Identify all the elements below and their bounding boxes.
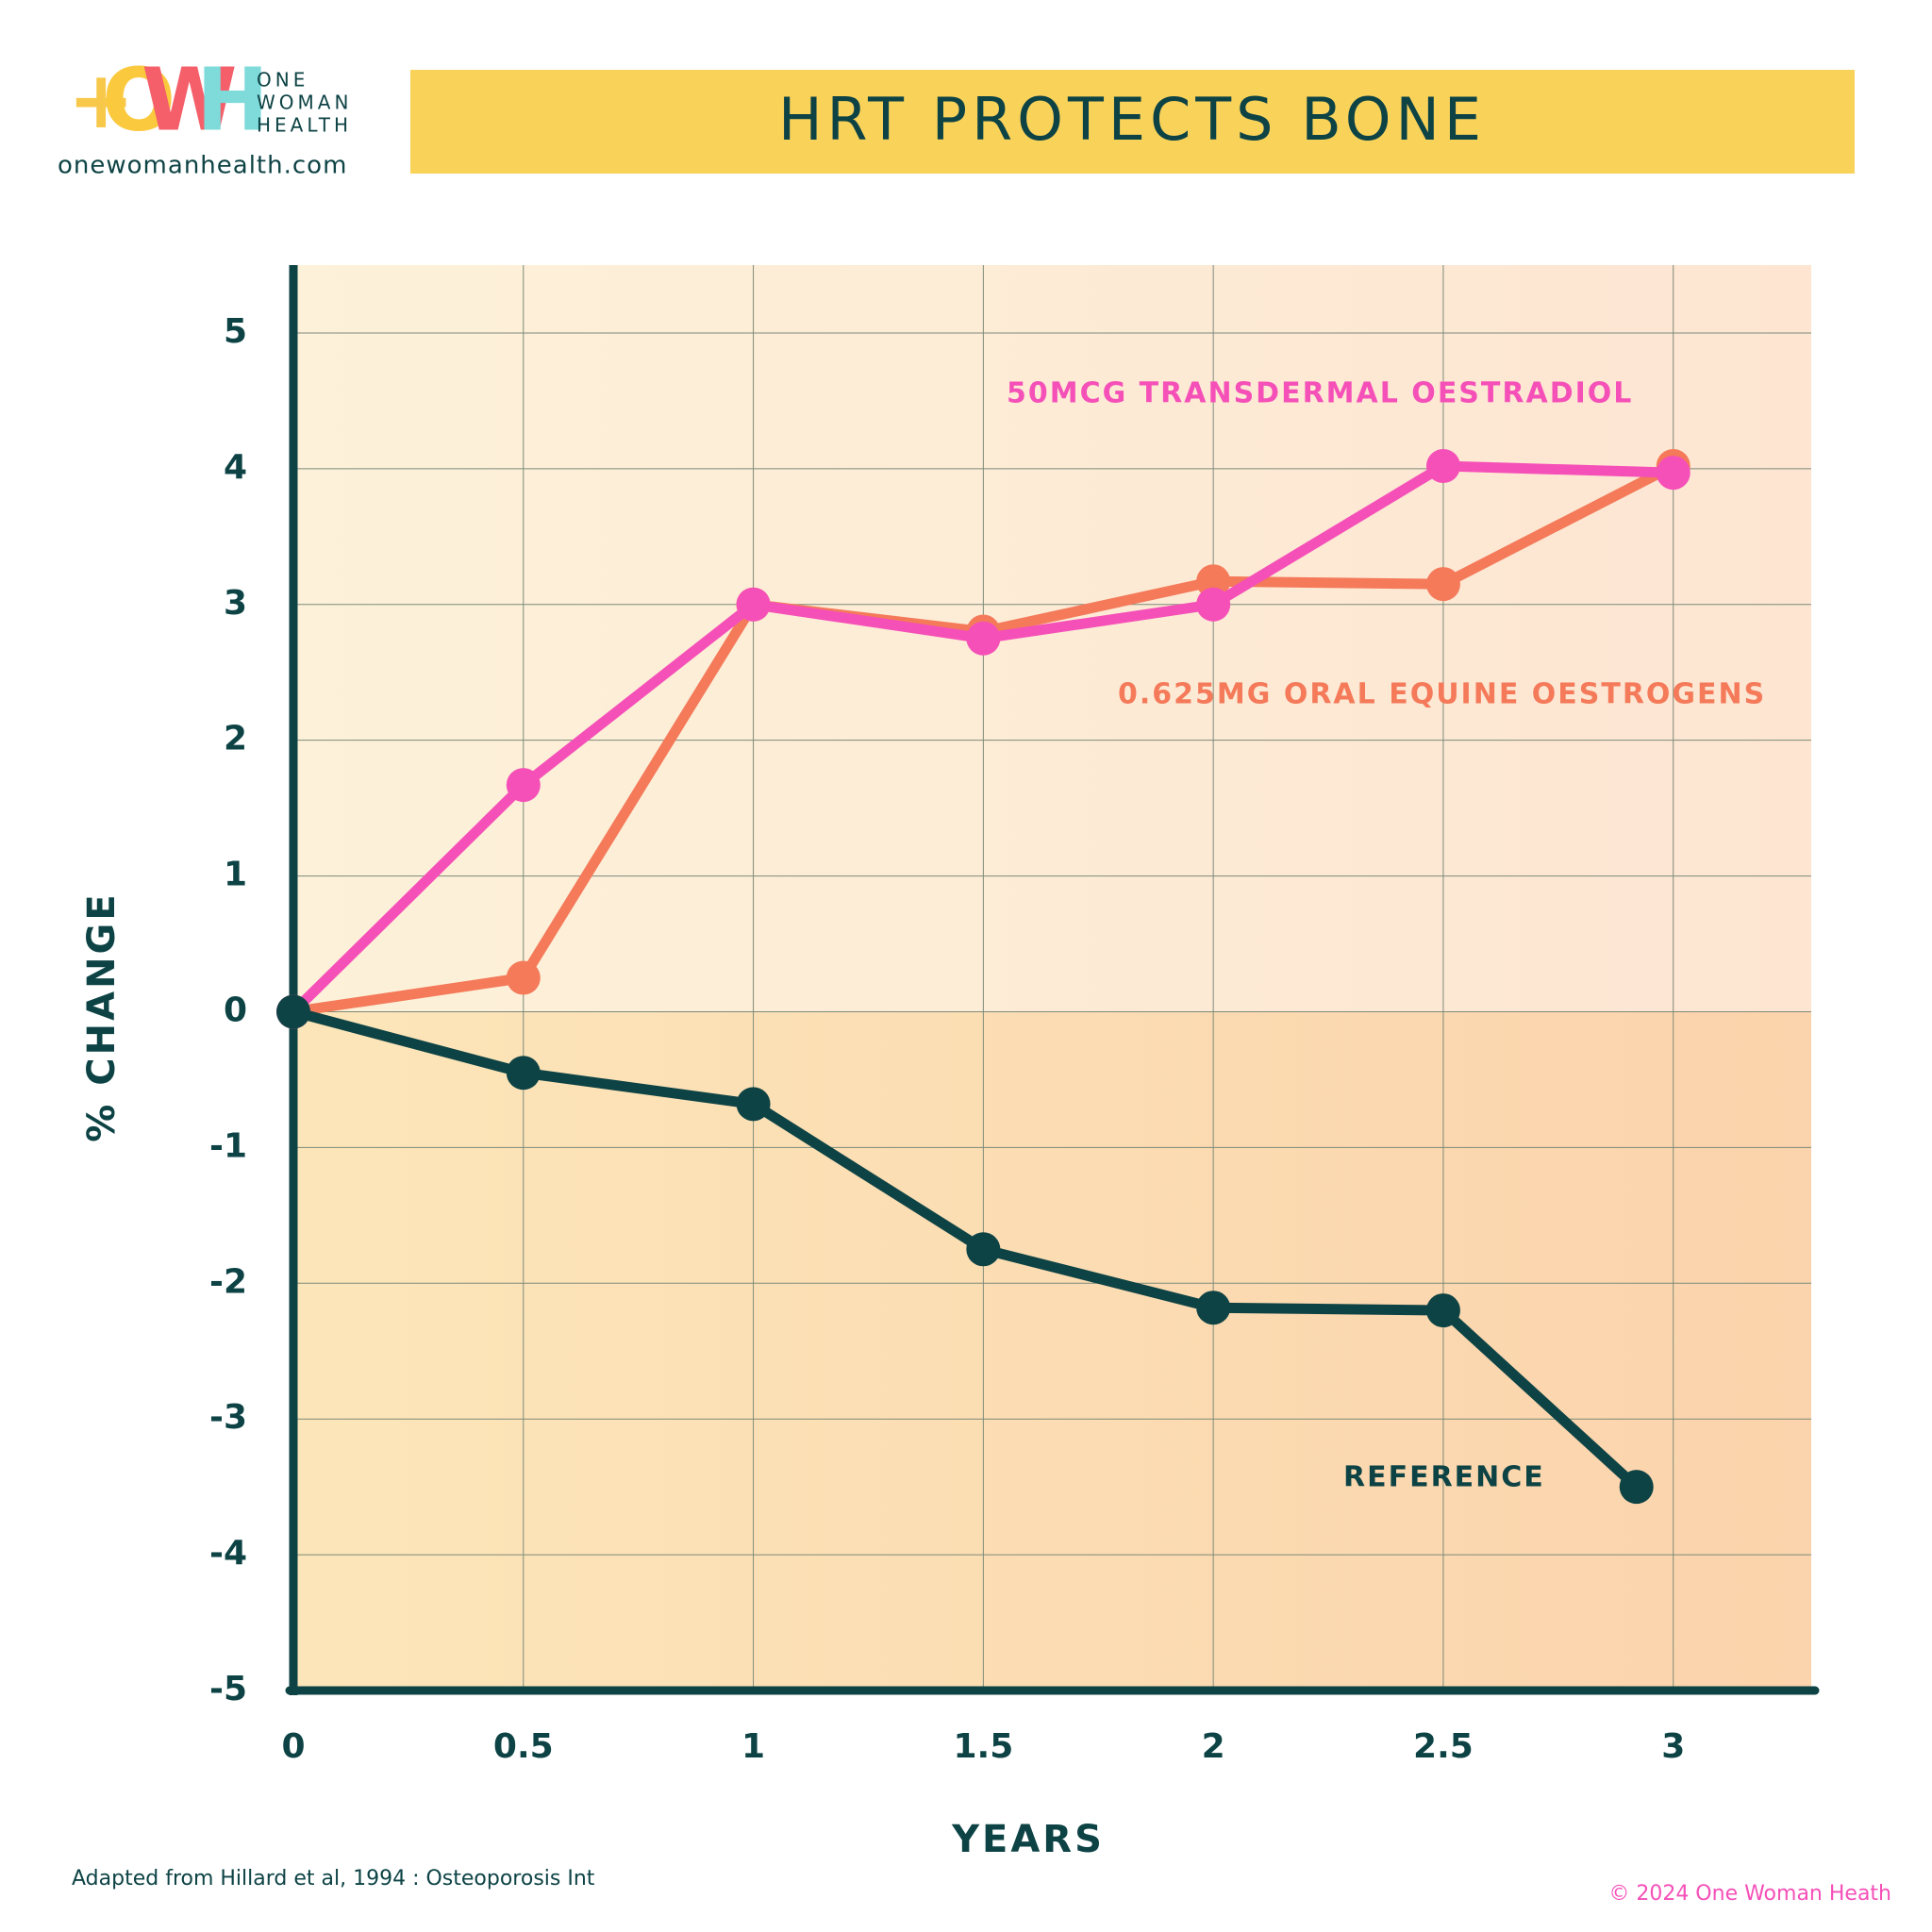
point [1196,1291,1231,1325]
point [966,1232,1001,1267]
point [1656,456,1690,491]
x-tick-label: 2 [1202,1727,1225,1766]
point [1425,567,1460,602]
x-tick-label: 1 [741,1727,765,1766]
point [506,768,541,803]
y-tick-label: 4 [224,448,247,487]
x-tick-label: 0.5 [493,1727,554,1766]
chart-title: HRT PROTECTS BONE [778,85,1486,154]
point [1425,1293,1460,1328]
y-axis-label: % CHANGE [80,891,124,1141]
point [506,960,541,995]
point [276,994,310,1029]
copyright: © 2024 One Woman Heath [1608,1882,1891,1906]
point [966,621,1001,656]
y-tick-label: 1 [224,856,247,894]
series-label: 50MCG TRANSDERMAL OESTRADIOL [1007,377,1633,410]
y-tick-label: -2 [209,1262,247,1301]
point [1619,1470,1654,1505]
point [506,1056,541,1091]
plot-bg-upper [293,265,1811,1012]
logo-name: HEALTH [257,114,352,137]
y-tick-label: 2 [224,720,247,758]
logo-name: WOMAN [257,92,352,114]
logo-name: ONE [257,69,308,92]
logo-o: O [102,49,175,150]
x-tick-label: 1.5 [953,1727,1013,1766]
logo-h: H [196,49,269,150]
point [1425,448,1460,483]
y-tick-label: 5 [224,312,247,351]
point [1196,587,1231,622]
x-axis-label: YEARS [951,1818,1105,1861]
title-bar [410,70,1855,174]
plot: -5 -4 -3 -2 -1 0 1 2 3 4 5 0 0.5 1 1.5 2 2.5 3 0.625MG ORA… [209,265,1820,1766]
y-tick-label: 0 [224,991,247,1029]
y-tick-label: 3 [224,584,247,623]
logo-w: W [142,49,237,150]
y-tick-label: -4 [209,1534,247,1573]
x-tick-label: 3 [1661,1727,1685,1766]
x-tick-label: 0 [281,1727,305,1766]
y-tick-label: -3 [209,1398,247,1437]
logo-url: onewomanhealth.com [58,152,347,180]
point [736,1087,771,1122]
point [736,587,771,622]
series-label: REFERENCE [1343,1461,1545,1494]
y-tick-label: -5 [209,1670,247,1708]
source: Adapted from Hillard et al, 1994 : Osteo… [72,1867,595,1890]
y-tick-label: -1 [209,1126,247,1165]
x-tick-label: 2.5 [1413,1727,1474,1766]
series-label: 0.625MG ORAL EQUINE OESTROGENS [1118,678,1766,711]
plot-bg-lower [293,1011,1811,1690]
logo-plus: + [68,54,134,146]
